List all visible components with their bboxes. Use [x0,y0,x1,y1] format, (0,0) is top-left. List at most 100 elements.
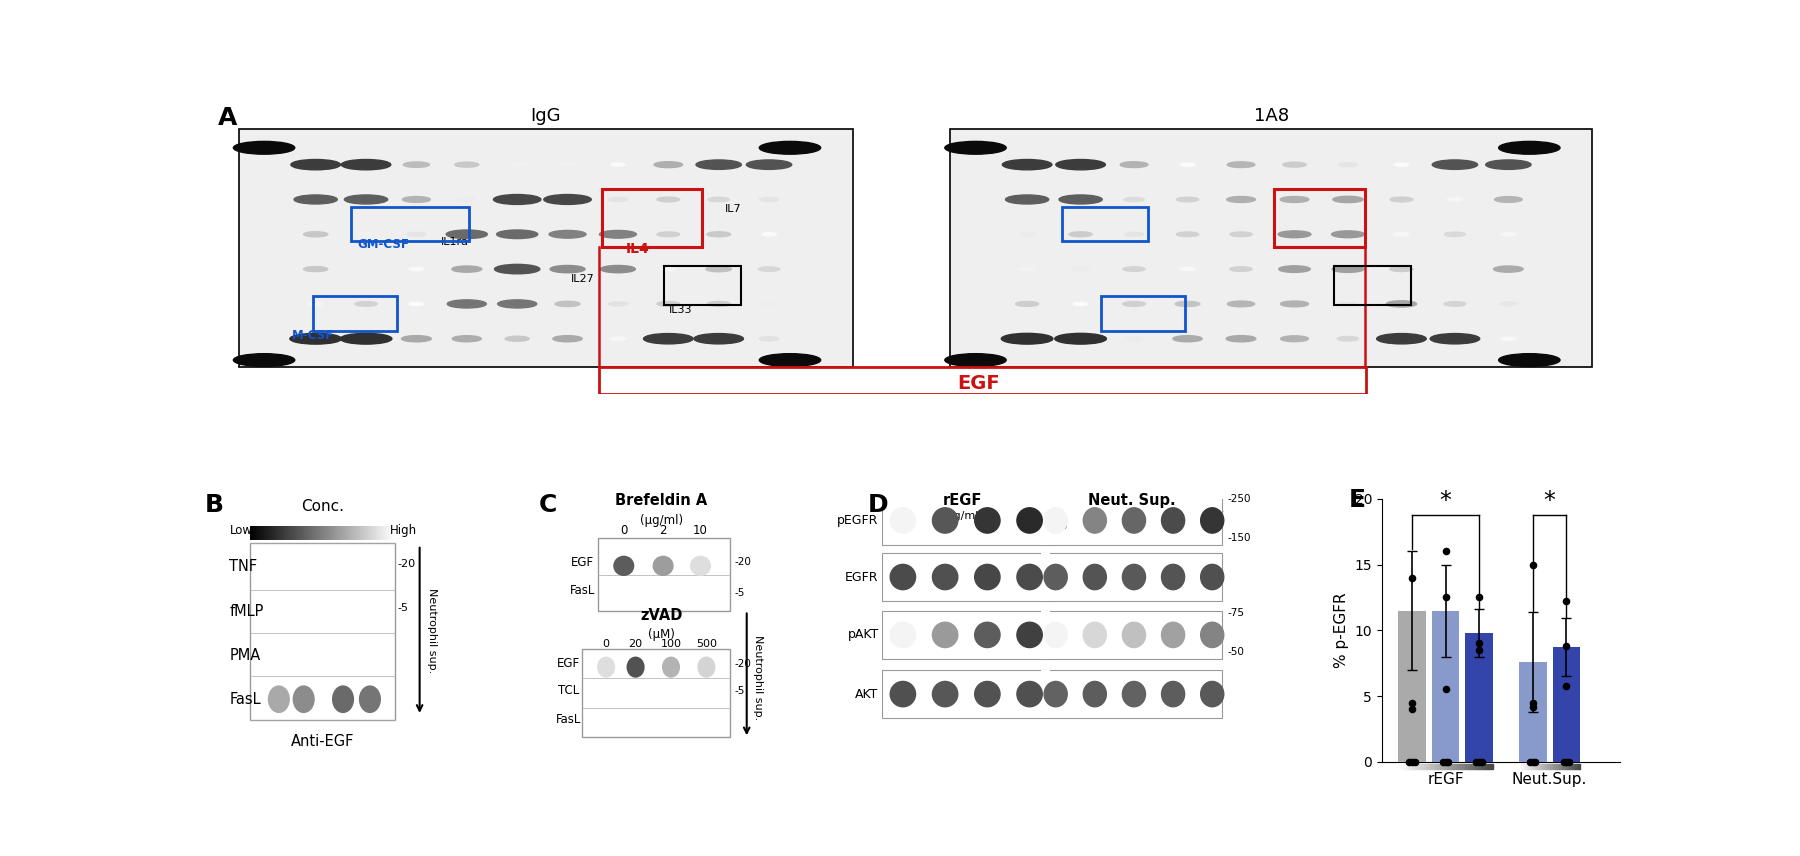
FancyBboxPatch shape [882,610,1222,659]
Ellipse shape [1123,564,1145,590]
Text: GM-CSF: GM-CSF [358,238,409,251]
Text: 0.1: 0.1 [979,520,995,530]
Ellipse shape [932,564,958,590]
Circle shape [695,334,743,344]
Ellipse shape [1084,564,1107,590]
Text: -5: -5 [734,686,745,696]
Circle shape [1123,301,1145,306]
Point [1431,591,1460,604]
Circle shape [610,163,625,166]
Text: Neut.Sup.: Neut.Sup. [1512,771,1588,787]
Circle shape [1332,231,1364,238]
Circle shape [304,232,328,237]
Ellipse shape [891,508,916,533]
Text: IL4: IL4 [625,241,650,256]
Text: -150: -150 [1228,533,1251,543]
Circle shape [1019,267,1035,270]
Circle shape [653,162,682,168]
Text: EGF: EGF [958,374,999,393]
Text: (μM): (μM) [648,628,675,641]
Point [1431,544,1460,558]
Point [1519,557,1548,571]
Ellipse shape [293,686,313,712]
Text: zVAD: zVAD [641,608,682,623]
Ellipse shape [932,681,958,707]
Text: *: * [1544,489,1555,513]
Circle shape [1501,233,1516,236]
Circle shape [409,302,423,306]
Point [1465,755,1494,769]
Text: -5: -5 [398,603,409,614]
Text: Neut. Sup.: Neut. Sup. [1089,493,1175,508]
Ellipse shape [1161,681,1184,707]
Circle shape [1445,232,1465,236]
Ellipse shape [360,686,380,712]
Circle shape [553,336,581,342]
Circle shape [1073,302,1087,306]
Point [1431,755,1460,769]
Circle shape [1125,232,1143,236]
Circle shape [497,300,536,308]
Text: M-CSF: M-CSF [292,329,335,342]
Text: 500: 500 [697,639,716,650]
Text: (μg/ml): (μg/ml) [639,514,682,526]
Text: FasL: FasL [556,713,581,726]
Text: -50: -50 [1228,647,1244,657]
Point [1397,571,1426,585]
Circle shape [1177,232,1199,236]
Bar [1519,662,1546,762]
Circle shape [608,302,628,306]
Text: fMLP: fMLP [229,603,263,619]
Circle shape [340,333,392,344]
Ellipse shape [653,556,673,575]
Circle shape [358,267,374,270]
Text: Neutrophil sup.: Neutrophil sup. [752,635,763,720]
Circle shape [355,301,378,306]
Text: *: * [1440,489,1451,513]
Ellipse shape [691,556,711,575]
Circle shape [290,333,342,344]
Text: -75: -75 [1228,609,1244,618]
FancyBboxPatch shape [882,553,1222,602]
FancyBboxPatch shape [882,496,1222,544]
Text: -250: -250 [1228,494,1251,504]
Circle shape [760,336,779,341]
Circle shape [1058,195,1102,204]
Ellipse shape [268,686,290,712]
Text: 2: 2 [659,524,666,538]
Text: 20: 20 [628,639,643,650]
Circle shape [707,197,729,202]
Ellipse shape [1084,681,1107,707]
Point [1431,682,1460,696]
Point [1397,703,1426,716]
Text: AKT: AKT [855,687,878,700]
Circle shape [945,141,1006,154]
Bar [1399,610,1426,762]
Point [1519,755,1548,769]
Text: EGF: EGF [571,556,594,569]
Text: C: C [540,493,558,518]
Circle shape [1447,267,1463,270]
Circle shape [1001,333,1053,344]
Circle shape [1433,160,1478,169]
Circle shape [497,230,538,239]
Circle shape [657,197,680,202]
Circle shape [308,302,324,306]
Text: TNF: TNF [229,559,257,574]
Circle shape [1228,162,1255,168]
Text: -5: -5 [734,588,745,598]
Ellipse shape [1017,564,1042,590]
Point [1516,755,1544,769]
Circle shape [1228,301,1255,306]
Ellipse shape [1044,622,1067,647]
Circle shape [457,198,475,201]
Ellipse shape [1044,681,1067,707]
Circle shape [1332,266,1364,272]
Point [1462,755,1490,769]
Point [1395,755,1424,769]
Text: TCL: TCL [558,684,580,697]
Circle shape [358,233,374,236]
FancyBboxPatch shape [1040,496,1049,544]
Circle shape [455,162,479,167]
Circle shape [495,265,540,274]
